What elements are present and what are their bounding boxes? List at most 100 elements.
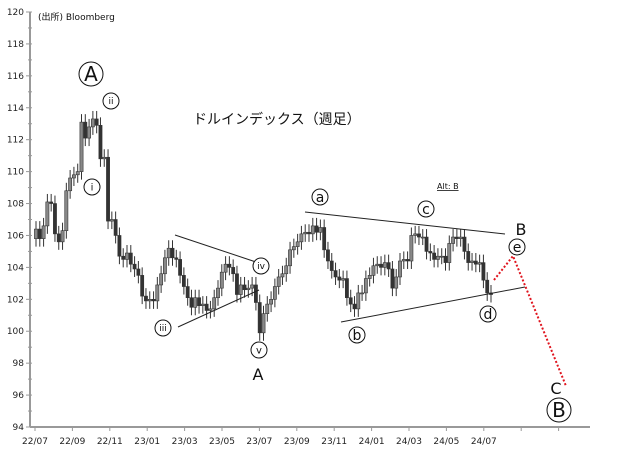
- candle-body: [477, 262, 482, 265]
- candle: [261, 305, 266, 341]
- candle: [79, 114, 84, 180]
- candle-body: [231, 267, 236, 275]
- candle-body: [254, 284, 258, 303]
- candle: [371, 257, 376, 284]
- candle: [159, 265, 164, 293]
- candle-body: [451, 236, 455, 244]
- label-circle: [479, 305, 497, 323]
- candle-body: [436, 255, 440, 260]
- y-tick-label: 108: [7, 200, 24, 210]
- candle-body: [318, 227, 323, 233]
- candle: [470, 253, 474, 271]
- candle: [83, 114, 88, 147]
- wave-label-a: a: [311, 188, 329, 206]
- candle-body: [375, 263, 380, 267]
- y-tick-label: 112: [7, 136, 24, 146]
- candle-body: [322, 227, 327, 251]
- candle: [439, 248, 444, 265]
- candle: [352, 296, 357, 317]
- candle-body: [53, 203, 57, 235]
- wave-label-iv: iv: [252, 257, 270, 275]
- candle: [310, 217, 315, 242]
- wave-label-a-minor: A: [253, 365, 264, 384]
- candle: [257, 294, 262, 341]
- candle-body: [185, 286, 190, 299]
- wave-label-ii: ii: [102, 92, 120, 110]
- candle: [166, 240, 171, 266]
- candle: [428, 243, 433, 261]
- label-circle: [154, 319, 172, 337]
- x-tick-label: 23/05: [209, 437, 235, 447]
- candle-body: [163, 257, 167, 275]
- candle: [375, 256, 380, 274]
- x-tick-label: 24/03: [396, 437, 422, 447]
- candle-body: [382, 262, 387, 268]
- projection-path: [493, 254, 567, 387]
- candle-body: [223, 263, 228, 273]
- candle: [41, 217, 46, 247]
- candle: [170, 240, 175, 266]
- candle-body: [132, 263, 137, 270]
- candle-body: [288, 249, 292, 267]
- candle-body: [299, 233, 304, 243]
- candle: [68, 170, 73, 199]
- candle-body: [121, 255, 126, 260]
- y-tick-label: 98: [13, 359, 25, 369]
- candle: [151, 291, 156, 309]
- candle-body: [466, 251, 471, 263]
- candle-body: [189, 297, 194, 308]
- wave-label-b: b: [348, 326, 366, 344]
- candle-body: [413, 233, 418, 236]
- x-tick-label: 23/01: [134, 437, 160, 447]
- candle-body: [56, 233, 61, 243]
- y-tick-label: 118: [7, 40, 24, 50]
- candle-body: [386, 262, 391, 270]
- candle-body: [37, 228, 42, 239]
- x-tick-label: 22/07: [22, 437, 48, 447]
- candle-body: [200, 303, 205, 306]
- candle-body: [197, 297, 201, 306]
- candle-body: [45, 201, 50, 227]
- wave-label-text: B: [516, 220, 527, 239]
- candle: [269, 291, 273, 313]
- candle-body: [140, 275, 145, 297]
- wave-label-text: iii: [159, 324, 167, 334]
- candle: [163, 249, 167, 282]
- candle: [178, 251, 182, 284]
- candle: [200, 296, 205, 314]
- candle-body: [379, 263, 383, 268]
- wave-label-text: b: [353, 328, 362, 344]
- candle: [231, 259, 236, 282]
- candle-body: [394, 276, 399, 289]
- candle: [197, 289, 201, 314]
- candle-body: [246, 287, 251, 291]
- candle-body: [280, 273, 285, 278]
- triangle-upper-line-1: [174, 234, 260, 264]
- candle: [219, 264, 224, 297]
- wave-label-text: i: [91, 183, 94, 194]
- candle-body: [170, 247, 175, 259]
- x-tick-label: 23/11: [321, 437, 347, 447]
- candle: [56, 225, 61, 250]
- candle: [458, 229, 463, 247]
- candle-body: [295, 241, 300, 247]
- wave-label-b-minor: B: [516, 220, 527, 239]
- triangle-lower-line-2: [340, 286, 526, 323]
- candle-body: [178, 259, 182, 276]
- candle-body: [235, 273, 239, 295]
- candle: [356, 284, 361, 317]
- candle-body: [363, 278, 368, 294]
- candle-body: [329, 260, 334, 271]
- candle-body: [333, 270, 338, 278]
- candle-body: [181, 275, 186, 287]
- candle-body: [166, 247, 171, 259]
- candle-body: [83, 121, 88, 139]
- candle: [473, 253, 478, 273]
- candle-body: [443, 255, 448, 263]
- label-circle: [250, 341, 268, 359]
- candle-body: [250, 284, 255, 289]
- candle: [454, 229, 459, 247]
- candle: [382, 254, 387, 276]
- candle: [189, 289, 194, 316]
